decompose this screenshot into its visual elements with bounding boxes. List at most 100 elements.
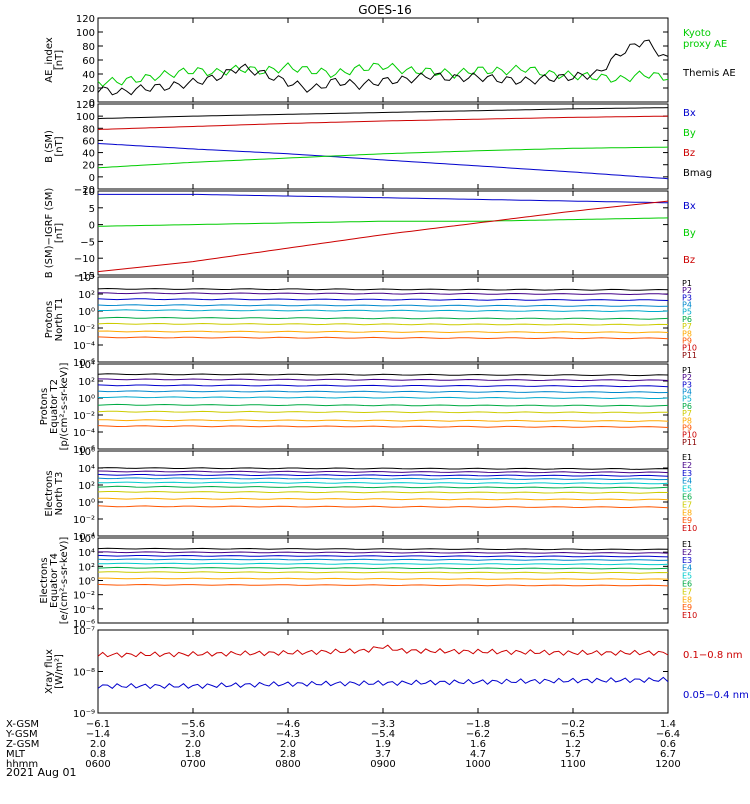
flux-line-e9	[97, 505, 669, 509]
flux-line-p9	[97, 425, 669, 428]
x-axis-row-label: hhmm	[6, 759, 38, 770]
flux-line-e3	[97, 473, 669, 477]
y-tick-label: 60	[82, 136, 95, 147]
y-tick-label: 10⁶	[78, 447, 95, 458]
y-axis-label: Electrons	[44, 470, 55, 516]
y-axis-label: [nT]	[54, 136, 65, 156]
flux-line-e8	[98, 577, 669, 581]
x-axis-value: 4.7	[470, 749, 486, 760]
y-axis-label: Equator T2	[49, 379, 60, 434]
legend-label: Themis AE	[682, 68, 736, 79]
legend-label: E2	[682, 461, 692, 470]
y-tick-label: 10⁰	[78, 498, 95, 509]
legend-label: E5	[682, 572, 692, 581]
x-axis-value: 1.6	[470, 739, 486, 750]
y-tick-label: 10⁻⁴	[73, 605, 95, 616]
x-axis-value: 1.9	[375, 739, 391, 750]
legend-label: proxy AE	[683, 39, 727, 50]
flux-line-e3	[97, 554, 669, 558]
legend-label: E3	[682, 469, 692, 478]
y-tick-label: 10²	[78, 290, 95, 301]
x-axis-value: 2.8	[280, 749, 296, 760]
legend-label: Bx	[683, 108, 696, 119]
legend-label: P2	[682, 373, 692, 382]
flux-line-p3	[97, 298, 669, 301]
flux-line-p1	[97, 373, 669, 377]
series-line-bz	[97, 115, 669, 130]
y-tick-label: 0	[89, 173, 95, 184]
y-tick-label: 0	[89, 98, 95, 109]
flux-line-p2	[97, 292, 669, 296]
y-tick-label: 40	[82, 149, 95, 160]
panel-frame	[97, 629, 669, 714]
flux-line-e1	[97, 467, 669, 470]
x-axis-value: −3.0	[181, 729, 205, 740]
legend-label: E5	[682, 485, 692, 494]
series-line-by	[97, 217, 669, 227]
y-tick-label: −15	[74, 271, 95, 282]
flux-line-p4	[97, 304, 669, 307]
legend-label: Bx	[683, 201, 696, 212]
flux-line-e8	[97, 497, 669, 501]
legend-label: P11	[682, 438, 697, 447]
y-tick-label: 10⁻²	[73, 515, 95, 526]
y-tick-label: 10⁻²	[73, 411, 95, 422]
x-axis-value: −3.3	[371, 719, 395, 730]
y-tick-label: 100	[76, 112, 95, 123]
panel-frame	[97, 363, 669, 450]
legend-label: P6	[682, 315, 692, 324]
legend-label: By	[683, 128, 696, 139]
x-axis-value: −0.2	[561, 719, 585, 730]
legend-label: E6	[682, 493, 692, 502]
x-axis-value: 1000	[465, 759, 490, 770]
legend-label: E8	[682, 508, 692, 517]
y-tick-label: 80	[82, 124, 95, 135]
legend-label: P8	[682, 416, 692, 425]
x-axis-value: 2.0	[90, 739, 106, 750]
y-tick-label: 10²	[78, 377, 95, 388]
legend-label: P5	[682, 308, 692, 317]
y-axis-label: [W/m²]	[54, 654, 65, 689]
legend-label: P4	[682, 388, 692, 397]
y-axis-label: [p/(cm²-s-sr-keV)]	[59, 363, 70, 451]
y-tick-label: 0	[89, 221, 95, 232]
date-label: 2021 Aug 01	[6, 766, 76, 779]
y-tick-label: 20	[82, 84, 95, 95]
panel-frame	[97, 537, 669, 624]
legend-label: P3	[682, 380, 692, 389]
series-line-themis-ae	[97, 39, 669, 96]
legend-label: P1	[682, 279, 692, 288]
x-axis-value: 1.8	[185, 749, 201, 760]
flux-line-p3	[97, 384, 669, 388]
y-tick-label: −20	[74, 185, 95, 196]
legend-label: P1	[682, 366, 692, 375]
x-axis-value: −4.3	[276, 729, 300, 740]
legend-label: Bz	[683, 255, 695, 266]
legend-label: E1	[682, 453, 692, 462]
y-axis-label: Protons	[44, 301, 55, 338]
legend-label: P2	[682, 286, 692, 295]
legend-label: P9	[682, 423, 692, 432]
flux-line-p8	[97, 330, 669, 334]
y-tick-label: 10⁻⁶	[73, 358, 95, 369]
flux-line-p5	[98, 309, 669, 313]
legend-label: E2	[682, 548, 692, 557]
x-axis-value: −6.1	[86, 719, 110, 730]
y-tick-label: 10⁴	[78, 464, 95, 475]
x-axis-value: 5.7	[565, 749, 581, 760]
x-axis-row-label: Y-GSM	[5, 729, 38, 740]
y-tick-label: 120	[76, 14, 95, 25]
x-axis-row-label: MLT	[6, 749, 26, 760]
flux-line-e7	[97, 490, 669, 494]
flux-line-e6	[97, 566, 669, 570]
flux-line-e5	[98, 481, 669, 485]
y-tick-label: 80	[82, 42, 95, 53]
x-axis-value: 0.8	[90, 749, 106, 760]
legend-label: P10	[682, 431, 697, 440]
legend-label: P7	[682, 322, 692, 331]
y-axis-label: Protons	[39, 388, 50, 425]
legend-label: E4	[682, 564, 692, 573]
